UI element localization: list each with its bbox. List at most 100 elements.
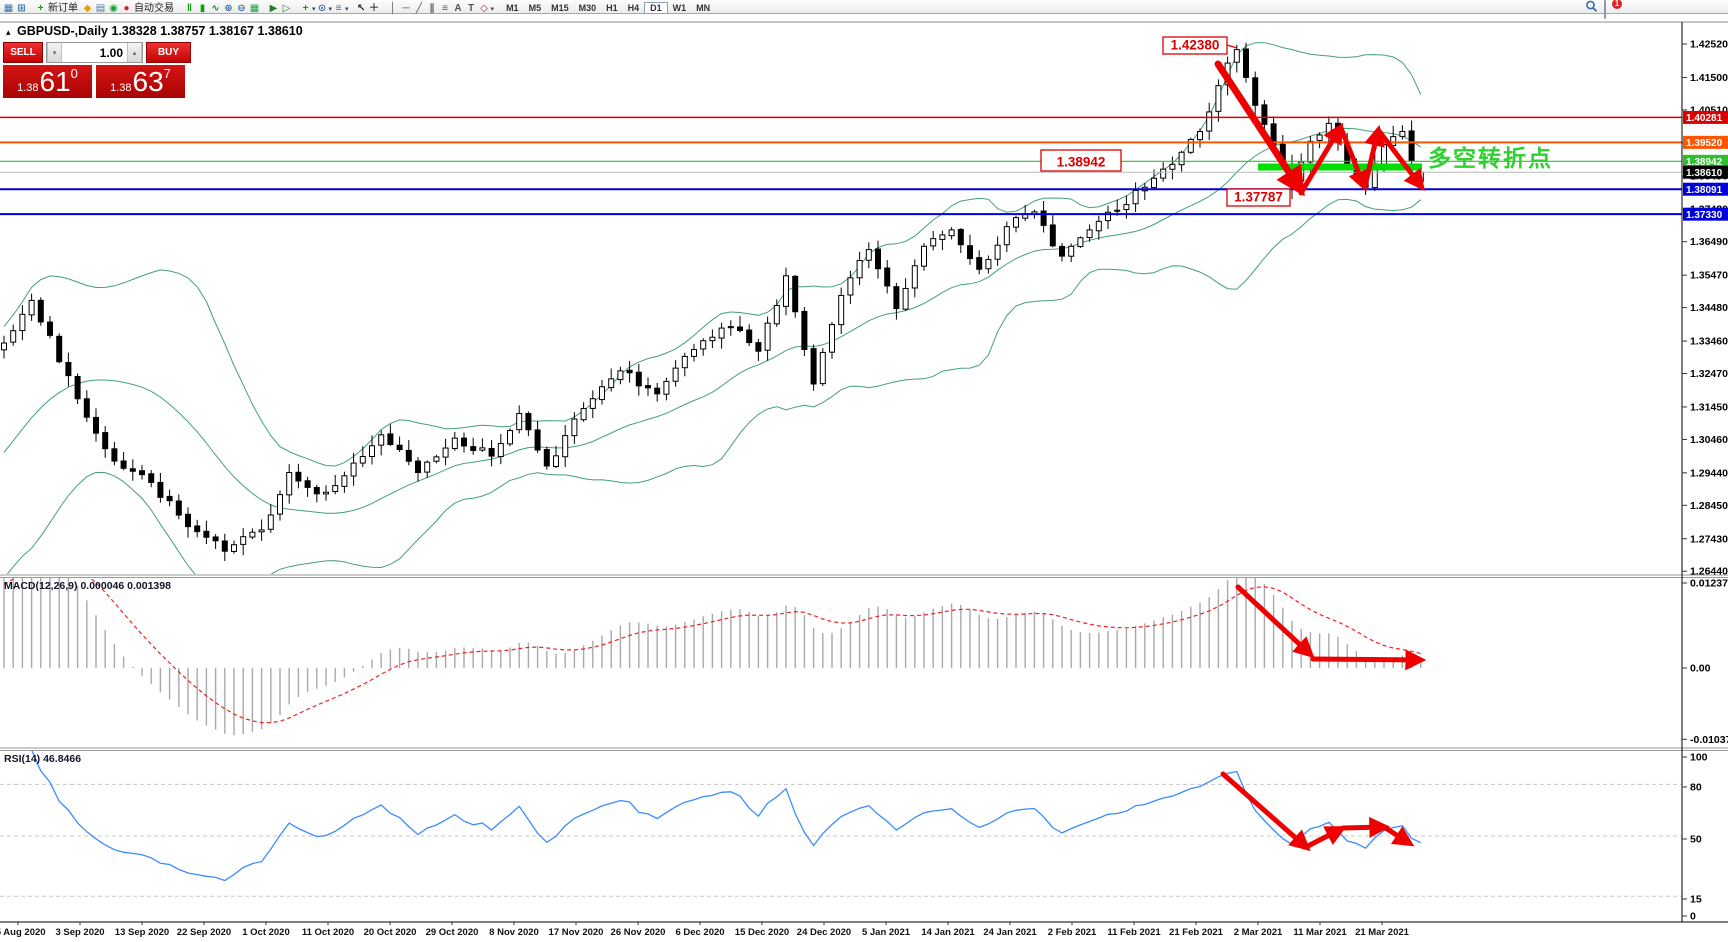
svg-text:1.37787: 1.37787 — [1234, 190, 1283, 205]
svg-text:15 Dec 2020: 15 Dec 2020 — [735, 927, 789, 938]
svg-text:1.33460: 1.33460 — [1690, 336, 1728, 348]
rsi-arrow-3[interactable] — [1340, 816, 1391, 838]
templates-icon-dropdown[interactable]: ▾ — [345, 5, 349, 13]
trend-arrow-2[interactable] — [1298, 122, 1344, 196]
text-label-icon[interactable]: T — [467, 2, 475, 14]
turning-point-label[interactable]: 多空转折点 — [1428, 145, 1553, 171]
search-icon[interactable] — [1585, 0, 1598, 13]
svg-text:25 Aug 2020: 25 Aug 2020 — [0, 927, 46, 938]
rsi-arrow-2[interactable] — [1303, 826, 1347, 850]
timeframe-M30[interactable]: M30 — [578, 2, 597, 13]
equidistant-channel-icon[interactable]: ∥ — [429, 2, 435, 14]
ohlc-values: 1.38328 1.38757 1.38167 1.38610 — [111, 24, 303, 38]
history-center-icon[interactable]: ▤ — [95, 2, 106, 14]
macd-signal-line — [3, 578, 1421, 724]
svg-text:1.37330: 1.37330 — [1686, 210, 1723, 221]
buy-price[interactable]: 1.38 63 7 — [96, 65, 185, 98]
timeframe-MN[interactable]: MN — [696, 2, 711, 13]
sell-button[interactable]: SELL — [3, 42, 43, 63]
timeframe-W1[interactable]: W1 — [672, 2, 687, 13]
svg-text:0.00: 0.00 — [1690, 663, 1711, 675]
trend-arrow-3[interactable] — [1338, 125, 1369, 192]
bollinger-lower-band — [6, 198, 1422, 574]
charts-window-icon[interactable]: ▦ — [3, 2, 14, 14]
fibonacci-icon[interactable]: ≡ — [442, 2, 448, 14]
svg-text:20 Oct 2020: 20 Oct 2020 — [364, 927, 417, 938]
svg-text:1.30460: 1.30460 — [1690, 434, 1728, 446]
timeframe-H1[interactable]: H1 — [606, 2, 618, 13]
svg-text:24 Dec 2020: 24 Dec 2020 — [797, 927, 851, 938]
auto-trading-icon[interactable]: ● — [123, 2, 130, 14]
svg-text:11 Feb 2021: 11 Feb 2021 — [1107, 927, 1161, 938]
timeframe-group: M1 M5 M15 M30 H1 H4 D1 W1 MN — [501, 0, 715, 16]
macd-arrow-1[interactable] — [1235, 584, 1315, 659]
sell-price[interactable]: 1.38 61 0 — [3, 65, 92, 98]
svg-text:1.38091: 1.38091 — [1686, 185, 1723, 196]
horizontal-line-icon[interactable]: ─ — [402, 2, 410, 14]
axis-price-label-1.37330: 1.37330 — [1683, 207, 1728, 221]
notifications-icon[interactable]: 1 — [1604, 0, 1622, 19]
price-axis[interactable]: 1.425201.415001.405101.395001.384901.374… — [1682, 39, 1728, 923]
svg-text:50: 50 — [1690, 834, 1702, 846]
svg-text:1.35470: 1.35470 — [1690, 270, 1728, 282]
trendline-icon[interactable]: ╱ — [416, 2, 423, 14]
svg-text:1.26440: 1.26440 — [1690, 566, 1728, 578]
svg-text:1.42380: 1.42380 — [1171, 38, 1220, 53]
volume-decrease-button[interactable]: ▾ — [47, 43, 62, 62]
candlestick-chart-icon[interactable]: ▮ — [199, 2, 206, 14]
add-indicator-icon[interactable]: + — [302, 2, 309, 14]
volume-value[interactable]: 1.00 — [99, 46, 123, 60]
add-indicator-icon-dropdown[interactable]: ▾ — [312, 5, 316, 13]
tile-windows-icon[interactable]: ▦ — [249, 2, 260, 14]
text-icon[interactable]: A — [454, 2, 462, 14]
macd-arrow-2[interactable] — [1310, 649, 1427, 671]
price-annotation-1.37787[interactable]: 1.37787 — [1226, 188, 1291, 207]
chart-title: ▴ GBPUSD-,Daily 1.38328 1.38757 1.38167 … — [6, 24, 303, 38]
collapse-triangle-icon[interactable]: ▴ — [6, 27, 11, 37]
trend-arrow-5[interactable] — [1376, 128, 1425, 192]
toolbar: ▦ ⊞ + 新订单 ◆ ▤ ◉ ● 自动交易 ‖ ▮ ∿ ⊕ ⊖ ▦ ▶ ▷ + ▾ ⊙ ▾ ≡ ▾ ↖ ＋ │ ─ ╱ ∥ ≡ A T ◇ ▾ … — [0, 0, 1728, 19]
gold-icon[interactable]: ◆ — [83, 2, 92, 14]
svg-text:80: 80 — [1690, 782, 1702, 794]
new-order-icon[interactable]: + — [37, 2, 44, 14]
timeframe-M5[interactable]: M5 — [528, 2, 542, 13]
zoom-out-icon[interactable]: ⊖ — [237, 2, 246, 14]
price-annotation-1.42380[interactable]: 1.42380 — [1162, 36, 1238, 55]
support-zone-bar[interactable] — [1258, 163, 1422, 171]
crosshair-icon[interactable]: ＋ — [369, 2, 380, 14]
vertical-line-icon[interactable]: │ — [389, 2, 397, 14]
bar-chart-icon[interactable]: ‖ — [187, 2, 192, 14]
timeframe-M1[interactable]: M1 — [506, 2, 519, 13]
signal-icon[interactable]: ◉ — [109, 2, 118, 14]
svg-text:11 Oct 2020: 11 Oct 2020 — [302, 927, 354, 938]
market-watch-icon[interactable]: ⊞ — [17, 2, 26, 14]
templates-icon[interactable]: ≡ — [335, 2, 342, 14]
timeframe-M15[interactable]: M15 — [551, 2, 569, 13]
cursor-icon[interactable]: ↖ — [356, 2, 366, 14]
svg-text:1.34480: 1.34480 — [1690, 302, 1728, 314]
price-annotation-1.38942[interactable]: 1.38942 — [1040, 149, 1122, 172]
chart-autoscroll-icon[interactable]: ▶ — [269, 2, 278, 14]
timeframe-D1[interactable]: D1 — [644, 1, 668, 14]
trend-arrow-1[interactable] — [1214, 60, 1305, 197]
zoom-in-icon[interactable]: ⊕ — [224, 2, 233, 14]
chart-shift-icon[interactable]: ▷ — [282, 2, 291, 14]
timeframe-H4[interactable]: H4 — [627, 2, 640, 13]
volume-increase-button[interactable]: ▴ — [127, 43, 142, 62]
rsi-arrow-4[interactable] — [1381, 824, 1415, 847]
periods-icon-dropdown[interactable]: ▾ — [328, 5, 333, 13]
rsi-label: RSI(14) 46.8466 — [4, 753, 81, 765]
trend-arrow-4[interactable] — [1362, 124, 1385, 189]
buy-button[interactable]: BUY — [146, 42, 191, 63]
svg-text:21 Mar 2021: 21 Mar 2021 — [1355, 927, 1410, 938]
line-chart-icon[interactable]: ∿ — [211, 2, 220, 14]
rsi-arrow-1[interactable] — [1220, 771, 1311, 852]
arrows-icon-dropdown[interactable]: ▾ — [490, 5, 495, 13]
arrows-icon[interactable]: ◇ — [480, 2, 488, 14]
periods-icon[interactable]: ⊙ — [317, 2, 327, 14]
auto-trading-label[interactable]: 自动交易 — [134, 2, 174, 14]
time-axis[interactable]: 25 Aug 2020 3 Sep 2020 13 Sep 2020 22 Sep 2… — [0, 922, 1410, 938]
new-order-label[interactable]: 新订单 — [48, 2, 78, 14]
svg-text:29 Oct 2020: 29 Oct 2020 — [426, 927, 479, 938]
